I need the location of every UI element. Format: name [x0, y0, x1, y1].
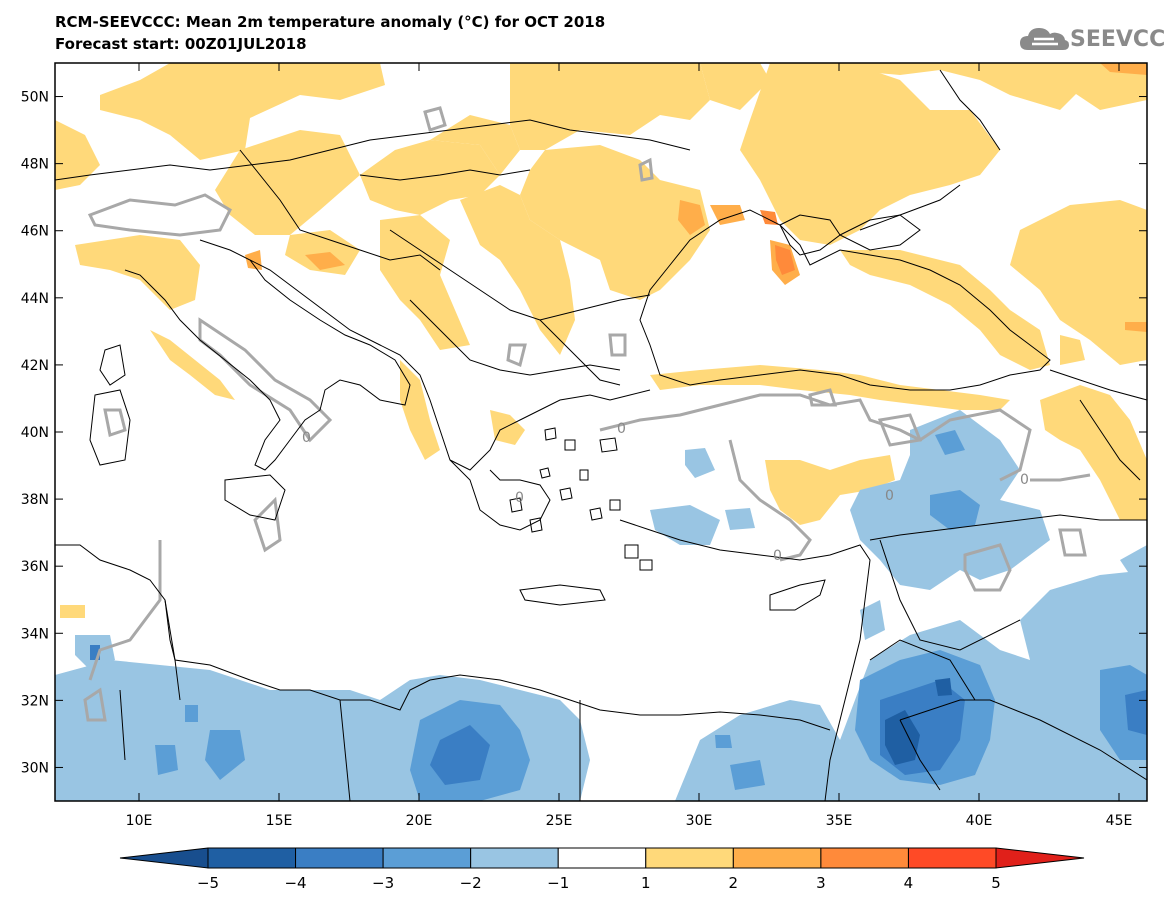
y-tick-label: 38N [21, 492, 49, 508]
x-tick-label: 25E [546, 813, 573, 829]
colorbar-label: 3 [816, 874, 826, 892]
colorbar: −5 −4 −3 −2 −1 1 2 3 4 5 [119, 847, 1085, 892]
latitude-axis: 50N 48N 46N 44N 42N 40N 38N 36N 34N 32N 30N [21, 90, 1147, 776]
colorbar-label: −5 [197, 874, 219, 892]
y-tick-label: 46N [21, 224, 49, 240]
colorbar-label: 4 [904, 874, 914, 892]
cloud-logo-icon [1020, 28, 1069, 50]
colorbar-swatch [732, 847, 822, 869]
colorbar-swatch [907, 847, 997, 869]
zero-contours [83, 106, 1091, 722]
contour-label: 0 [1020, 472, 1029, 488]
map-field: 0 0 0 0 0 0 [55, 63, 1147, 801]
y-tick-label: 40N [21, 425, 49, 441]
contour-label: 0 [515, 490, 524, 506]
seevccc-logo: SEEVCCC [1018, 24, 1165, 54]
y-tick-label: 42N [21, 358, 49, 374]
colorbar-swatch [645, 847, 734, 869]
aegean-islands [509, 427, 653, 571]
colorbar-label: 2 [729, 874, 739, 892]
colorbar-swatch [557, 847, 647, 869]
contour-label: 0 [773, 548, 782, 564]
colorbar-swatch [207, 847, 297, 869]
colorbar-high-arrow [995, 847, 1085, 869]
y-tick-label: 50N [21, 90, 49, 106]
y-tick-label: 36N [21, 559, 49, 575]
x-tick-label: 35E [826, 813, 853, 829]
colorbar-label: 1 [641, 874, 651, 892]
x-tick-label: 45E [1106, 813, 1133, 829]
contour-label: 0 [885, 488, 894, 504]
y-tick-label: 34N [21, 626, 49, 642]
contour-label: 0 [302, 430, 311, 446]
cold-anomaly-peak [885, 678, 952, 765]
colorbar-swatch [470, 847, 559, 869]
contour-label: 0 [617, 421, 626, 437]
colorbar-label: −4 [284, 874, 306, 892]
logo-text: SEEVCCC [1070, 26, 1165, 52]
longitude-axis: 10E 15E 20E 25E 30E 35E 40E 45E [126, 63, 1133, 829]
x-tick-label: 15E [266, 813, 293, 829]
y-tick-label: 48N [21, 157, 49, 173]
colorbar-swatch [295, 847, 384, 869]
colorbar-label: −2 [460, 874, 482, 892]
x-tick-label: 20E [406, 813, 433, 829]
colorbar-label: 5 [991, 874, 1001, 892]
warm-anomaly-areas [55, 63, 1147, 618]
y-tick-label: 32N [21, 693, 49, 709]
colorbar-label: −3 [372, 874, 394, 892]
y-tick-label: 30N [21, 760, 49, 776]
colorbar-swatch [820, 847, 909, 869]
x-tick-label: 30E [686, 813, 713, 829]
colorbar-low-arrow [119, 847, 209, 869]
colorbar-label: −1 [547, 874, 569, 892]
forecast-start-subtitle: Forecast start: 00Z01JUL2018 [55, 35, 307, 53]
x-tick-label: 40E [966, 813, 993, 829]
x-tick-label: 10E [126, 813, 153, 829]
colorbar-swatch [382, 847, 472, 869]
contour-labels: 0 0 0 0 0 0 [302, 421, 1029, 564]
coastlines-and-borders [55, 69, 1147, 801]
y-tick-label: 44N [21, 291, 49, 307]
map-title: RCM-SEEVCCC: Mean 2m temperature anomaly… [55, 13, 606, 31]
